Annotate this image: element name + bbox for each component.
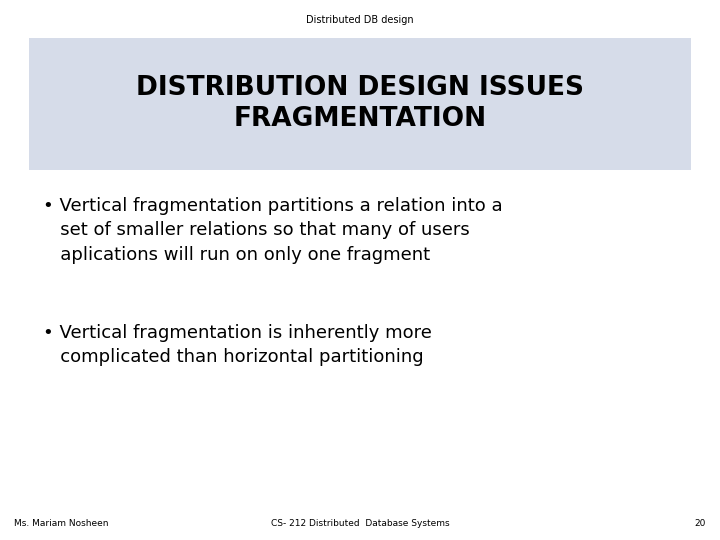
- Text: Distributed DB design: Distributed DB design: [306, 15, 414, 25]
- Text: CS- 212 Distributed  Database Systems: CS- 212 Distributed Database Systems: [271, 519, 449, 528]
- Text: 20: 20: [694, 519, 706, 528]
- FancyBboxPatch shape: [29, 38, 691, 170]
- Text: Ms. Mariam Nosheen: Ms. Mariam Nosheen: [14, 519, 109, 528]
- Text: • Vertical fragmentation is inherently more
   complicated than horizontal parti: • Vertical fragmentation is inherently m…: [43, 324, 432, 366]
- Text: DISTRIBUTION DESIGN ISSUES
FRAGMENTATION: DISTRIBUTION DESIGN ISSUES FRAGMENTATION: [136, 76, 584, 132]
- Text: • Vertical fragmentation partitions a relation into a
   set of smaller relation: • Vertical fragmentation partitions a re…: [43, 197, 503, 264]
